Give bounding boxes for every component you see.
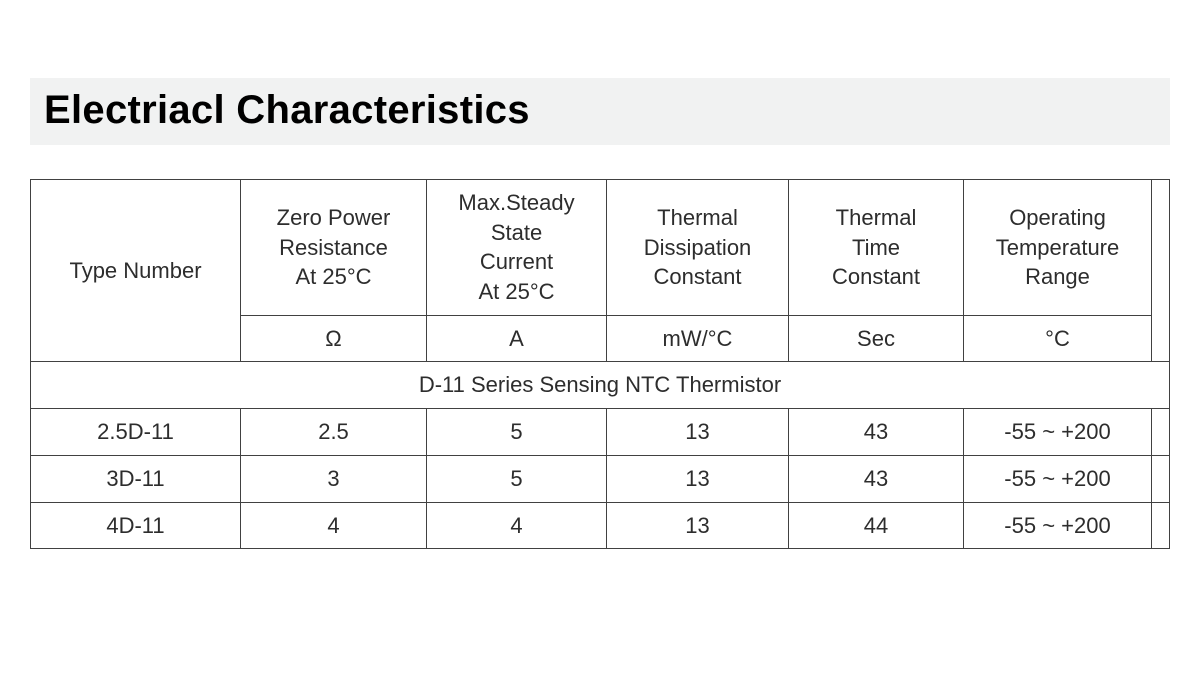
section-row: D-11 Series Sensing NTC Thermistor <box>31 362 1170 409</box>
cell-type: 3D-11 <box>31 455 241 502</box>
section-title: D-11 Series Sensing NTC Thermistor <box>31 362 1170 409</box>
table-row: 2.5D-11 2.5 5 13 43 -55 ~ +200 <box>31 409 1170 456</box>
cell-imax: 4 <box>427 502 607 549</box>
cell-diss: 13 <box>607 455 789 502</box>
unit-r25: Ω <box>241 315 427 362</box>
unit-imax: A <box>427 315 607 362</box>
cell-tau: 44 <box>789 502 964 549</box>
cell-range: -55 ~ +200 <box>964 502 1152 549</box>
cell-type: 2.5D-11 <box>31 409 241 456</box>
cell-tau: 43 <box>789 409 964 456</box>
cell-diss: 13 <box>607 409 789 456</box>
cell-sliver <box>1152 455 1170 502</box>
col-header-range: OperatingTemperatureRange <box>964 180 1152 316</box>
cell-imax: 5 <box>427 455 607 502</box>
unit-diss: mW/°C <box>607 315 789 362</box>
cell-range: -55 ~ +200 <box>964 455 1152 502</box>
cell-diss: 13 <box>607 502 789 549</box>
table-row: 3D-11 3 5 13 43 -55 ~ +200 <box>31 455 1170 502</box>
col-header-tau: ThermalTimeConstant <box>789 180 964 316</box>
col-header-imax: Max.SteadyStateCurrentAt 25°C <box>427 180 607 316</box>
col-header-r25: Zero PowerResistanceAt 25°C <box>241 180 427 316</box>
cell-sliver <box>1152 502 1170 549</box>
cell-r25: 2.5 <box>241 409 427 456</box>
spec-table: Type Number Zero PowerResistanceAt 25°C … <box>30 179 1170 549</box>
cell-tau: 43 <box>789 455 964 502</box>
cell-range: -55 ~ +200 <box>964 409 1152 456</box>
header-row: Type Number Zero PowerResistanceAt 25°C … <box>31 180 1170 316</box>
unit-range: °C <box>964 315 1152 362</box>
col-header-type: Type Number <box>31 180 241 362</box>
page-root: Electriacl Characteristics Type Number Z… <box>0 0 1200 675</box>
page-title: Electriacl Characteristics <box>44 88 1156 133</box>
title-bar: Electriacl Characteristics <box>30 78 1170 145</box>
table-row: 4D-11 4 4 13 44 -55 ~ +200 <box>31 502 1170 549</box>
unit-tau: Sec <box>789 315 964 362</box>
cell-r25: 3 <box>241 455 427 502</box>
cell-r25: 4 <box>241 502 427 549</box>
col-header-diss: ThermalDissipationConstant <box>607 180 789 316</box>
cell-type: 4D-11 <box>31 502 241 549</box>
cell-sliver <box>1152 409 1170 456</box>
cell-imax: 5 <box>427 409 607 456</box>
col-header-sliver <box>1152 180 1170 362</box>
